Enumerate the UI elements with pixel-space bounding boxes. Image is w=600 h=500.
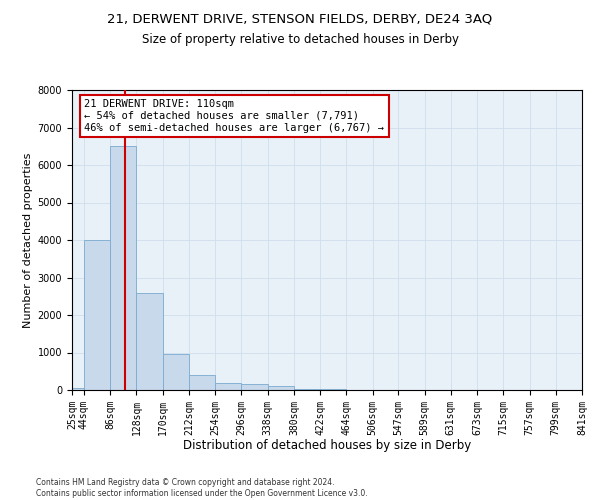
Bar [110, 146, 136, 390]
X-axis label: Distribution of detached houses by size in Derby: Distribution of detached houses by size … [183, 439, 471, 452]
Bar [136, 292, 163, 390]
Bar [72, 388, 84, 390]
Text: Contains HM Land Registry data © Crown copyright and database right 2024.
Contai: Contains HM Land Registry data © Crown c… [36, 478, 368, 498]
Text: Size of property relative to detached houses in Derby: Size of property relative to detached ho… [142, 32, 458, 46]
Y-axis label: Number of detached properties: Number of detached properties [23, 152, 34, 328]
Text: 21, DERWENT DRIVE, STENSON FIELDS, DERBY, DE24 3AQ: 21, DERWENT DRIVE, STENSON FIELDS, DERBY… [107, 12, 493, 26]
Bar [163, 354, 189, 390]
Bar [84, 240, 110, 390]
Text: 21 DERWENT DRIVE: 110sqm
← 54% of detached houses are smaller (7,791)
46% of sem: 21 DERWENT DRIVE: 110sqm ← 54% of detach… [85, 100, 385, 132]
Bar [294, 389, 320, 390]
Bar [320, 389, 346, 390]
Bar [268, 386, 294, 390]
Bar [189, 375, 215, 390]
Bar [215, 383, 241, 390]
Bar [241, 384, 268, 390]
